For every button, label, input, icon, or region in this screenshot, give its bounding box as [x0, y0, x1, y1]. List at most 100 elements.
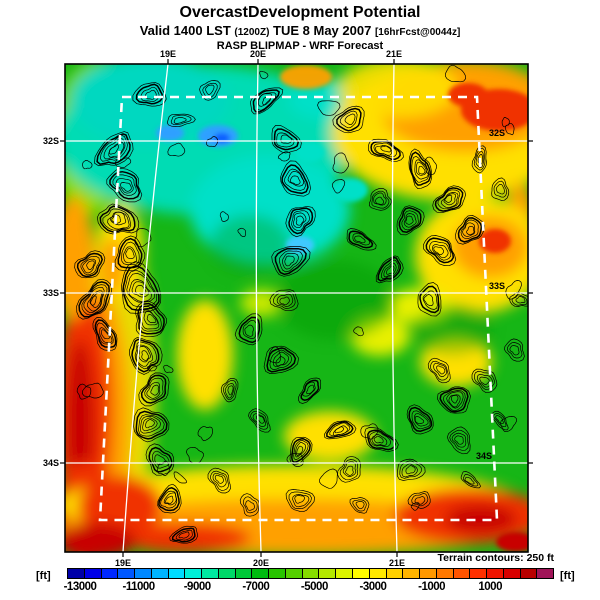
terrain-contour-line	[373, 192, 387, 206]
colorbar-cell	[503, 569, 521, 578]
lon-gridline	[122, 64, 169, 552]
colorbar-cell	[135, 569, 152, 578]
terrain-contour-line	[401, 463, 418, 478]
terrain-contour-line	[89, 295, 97, 306]
terrain-contour-line	[272, 291, 296, 309]
colorbar-cell	[537, 569, 554, 578]
terrain-contour-line	[444, 195, 453, 203]
color-region	[479, 229, 511, 253]
terrain-contour-line	[167, 142, 186, 157]
terrain-contour-line	[140, 374, 167, 404]
colorbar-cell	[185, 569, 203, 578]
colorbar-cell	[202, 569, 219, 578]
lat-label-right: 34S	[476, 451, 492, 461]
terrain-contour-line	[282, 252, 299, 270]
colorbar-cell	[151, 569, 169, 578]
color-region	[286, 236, 314, 254]
valid-zulu: (1200Z)	[234, 27, 270, 39]
terrain-contour-line	[170, 114, 192, 125]
terrain-contour-line	[82, 159, 93, 170]
terrain-contour-line	[135, 344, 154, 367]
terrain-contour-line	[466, 225, 475, 236]
terrain-contour-line	[339, 110, 358, 129]
terrain-contour-line	[234, 313, 263, 346]
terrain-contour-line	[146, 381, 161, 399]
terrain-contour-line	[334, 426, 345, 434]
terrain-contour-line	[284, 168, 306, 191]
forecast-init: [16hrFcst@0044z]	[374, 27, 461, 39]
terrain-contour-line	[473, 370, 495, 390]
terrain-contour-line	[355, 501, 365, 510]
map-plot: 32S 33S 34S	[65, 64, 528, 552]
terrain-contour-line	[306, 384, 315, 395]
color-region	[332, 178, 368, 202]
terrain-contour-line	[248, 408, 271, 433]
terrain-contour-line	[323, 420, 357, 440]
terrain-contour-line	[423, 294, 434, 307]
terrain-contour-line	[319, 468, 338, 489]
terrain-contour-line	[202, 82, 218, 99]
terrain-contour-line	[368, 188, 392, 211]
terrain-contour-line	[455, 215, 485, 245]
terrain-contour-line	[266, 347, 297, 373]
terrain-contour-line	[405, 215, 414, 225]
terrain-contour-line	[408, 406, 433, 432]
terrain-contour-line	[437, 386, 471, 414]
terrain-contour-line	[256, 92, 277, 111]
terrain-contour-line	[227, 385, 234, 396]
terrain-contour-line	[288, 491, 312, 509]
terrain-contour-line	[152, 450, 170, 469]
terrain-contour-line	[332, 105, 365, 134]
terrain-contour-line	[99, 327, 113, 343]
terrain-contour-line	[414, 159, 429, 180]
terrain-contour-line	[137, 302, 165, 335]
terrain-contour-line	[440, 192, 459, 208]
terrain-contour-line	[175, 529, 193, 541]
terrain-contour-line	[81, 284, 108, 316]
terrain-contour-line	[96, 203, 140, 235]
terrain-contour-line	[398, 207, 422, 233]
terrain-contour-line	[292, 494, 310, 508]
terrain-contour-line	[145, 89, 157, 100]
terrain-contour-line	[269, 289, 299, 312]
terrain-contour-line	[291, 210, 310, 232]
color-region	[280, 65, 332, 89]
lon-label-bottom: 21E	[389, 558, 405, 568]
terrain-contour-line	[158, 487, 180, 512]
terrain-contour-line	[82, 258, 97, 274]
terrain-contour-line	[337, 455, 361, 483]
terrain-contour-line	[140, 86, 160, 103]
terrain-contour-line	[367, 138, 404, 162]
colorbar-tick-label: -5000	[300, 581, 328, 593]
terrain-contour-line	[142, 417, 158, 432]
terrain-contour-line	[396, 205, 425, 236]
terrain-contour-line	[83, 286, 105, 314]
terrain-contour-line	[108, 144, 120, 155]
terrain-contour-line	[364, 427, 399, 452]
color-region	[338, 64, 458, 118]
terrain-contour-line	[411, 493, 429, 507]
terrain-contour-line	[396, 458, 426, 481]
terrain-contour-line	[132, 82, 167, 107]
terrain-contour-line	[353, 326, 364, 337]
terrain-contour-line	[409, 151, 432, 186]
terrain-contour-line	[135, 285, 147, 295]
terrain-contour-line	[295, 441, 307, 458]
terrain-contour-line	[271, 124, 302, 154]
terrain-contour-line	[242, 496, 258, 514]
color-region	[448, 83, 488, 107]
terrain-contour-line	[401, 210, 419, 231]
terrain-contour-line	[331, 179, 346, 194]
terrain-contour-line	[157, 460, 170, 476]
terrain-contour-line	[102, 208, 132, 231]
terrain-contour-line	[135, 410, 168, 440]
terrain-contour-line	[432, 244, 449, 259]
terrain-contour-line	[133, 407, 170, 443]
terrain-contour-line	[134, 341, 157, 370]
terrain-contour-line	[259, 70, 269, 80]
colorbar-cell	[353, 569, 370, 578]
terrain-contour-line	[288, 207, 314, 235]
terrain-contour-line	[94, 319, 117, 348]
terrain-contour-line	[289, 175, 301, 185]
